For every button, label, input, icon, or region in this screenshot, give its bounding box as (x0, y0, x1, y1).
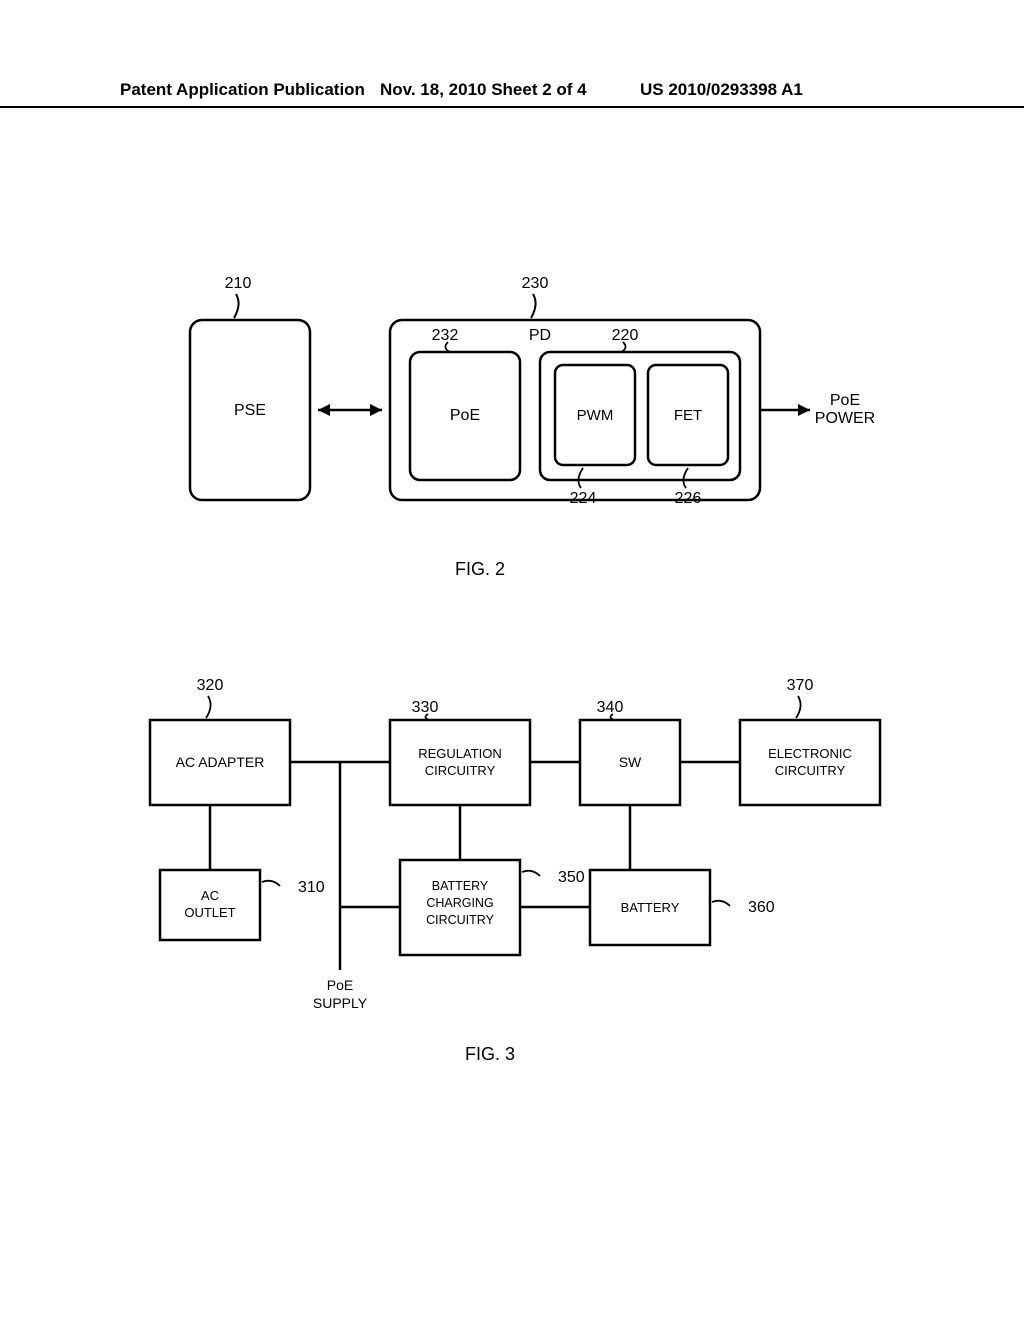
header-left: Patent Application Publication (120, 80, 365, 100)
header-middle: Nov. 18, 2010 Sheet 2 of 4 (380, 80, 587, 100)
arrowhead-right (370, 404, 382, 416)
ref-224: 224 (570, 490, 597, 507)
poe-label: PoE (450, 407, 480, 424)
ref-360: 360 (748, 899, 775, 916)
ref-230: 230 (522, 275, 549, 292)
hook-210 (234, 294, 239, 318)
page: Patent Application Publication Nov. 18, … (0, 0, 1024, 1320)
poe-supply-1: PoE (327, 977, 353, 993)
poe-supply-2: SUPPLY (313, 995, 368, 1011)
arrowhead-out (798, 404, 810, 416)
ref-232: 232 (432, 327, 459, 344)
ref-310: 310 (298, 879, 325, 896)
regulation-label-1: REGULATION (418, 746, 502, 761)
charging-label-3: CIRCUITRY (426, 913, 494, 927)
hook-310 (262, 881, 280, 886)
charging-label-2: CHARGING (426, 896, 493, 910)
ac-outlet-label-2: OUTLET (184, 905, 235, 920)
fig2-caption: FIG. 2 (455, 559, 505, 579)
ref-210: 210 (225, 275, 252, 292)
ac-adapter-label: AC ADAPTER (176, 754, 265, 770)
hook-320 (206, 696, 211, 718)
pd-label: PD (529, 327, 551, 344)
figure-2: PSE 210 PD 230 PoE 232 220 PWM 224 FET 2… (0, 270, 1024, 650)
electronic-label-2: CIRCUITRY (775, 763, 846, 778)
header-right: US 2010/0293398 A1 (640, 80, 803, 100)
hook-360 (712, 901, 730, 906)
hook-230 (531, 294, 536, 318)
battery-label: BATTERY (621, 900, 680, 915)
hook-350 (522, 871, 540, 876)
ref-320: 320 (197, 677, 224, 694)
out-label-1: PoE (830, 392, 860, 409)
out-label-2: POWER (815, 410, 875, 427)
ref-220: 220 (612, 327, 639, 344)
page-header: Patent Application Publication Nov. 18, … (0, 80, 1024, 108)
ac-outlet-label-1: AC (201, 888, 219, 903)
figure-3: AC ADAPTER 320 REGULATION CIRCUITRY 330 … (0, 660, 1024, 1120)
arrowhead-left (318, 404, 330, 416)
charging-label-1: BATTERY (432, 879, 489, 893)
pwm-label: PWM (577, 407, 614, 424)
ref-350: 350 (558, 869, 585, 886)
electronic-label-1: ELECTRONIC (768, 746, 852, 761)
ref-370: 370 (787, 677, 814, 694)
fig3-caption: FIG. 3 (465, 1044, 515, 1064)
regulation-label-2: CIRCUITRY (425, 763, 496, 778)
ref-340: 340 (597, 699, 624, 716)
ref-330: 330 (412, 699, 439, 716)
ref-226: 226 (675, 490, 702, 507)
fet-label: FET (674, 407, 702, 424)
pse-label: PSE (234, 402, 266, 419)
sw-label: SW (619, 754, 642, 770)
hook-370 (796, 696, 801, 718)
